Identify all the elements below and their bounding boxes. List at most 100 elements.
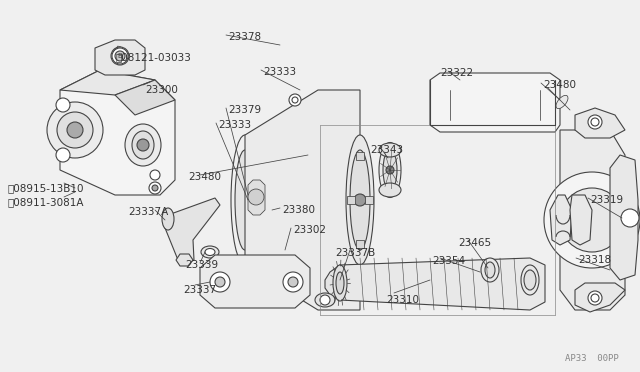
Ellipse shape (379, 183, 401, 197)
Polygon shape (340, 258, 545, 310)
Ellipse shape (346, 135, 374, 265)
Text: 23379: 23379 (228, 105, 261, 115)
Polygon shape (245, 90, 360, 310)
Bar (273, 177, 289, 192)
Text: 23343: 23343 (370, 145, 403, 155)
Circle shape (47, 102, 103, 158)
Polygon shape (575, 108, 625, 138)
Ellipse shape (383, 150, 397, 190)
Circle shape (248, 158, 372, 282)
Text: 23322: 23322 (440, 68, 473, 78)
Polygon shape (200, 255, 310, 308)
Text: 23333: 23333 (263, 67, 296, 77)
Circle shape (215, 277, 225, 287)
Circle shape (560, 188, 624, 252)
Bar (319, 238, 335, 253)
Circle shape (57, 112, 93, 148)
Circle shape (289, 94, 301, 106)
Circle shape (150, 170, 160, 180)
Circle shape (288, 277, 298, 287)
Ellipse shape (125, 124, 161, 166)
Text: B: B (118, 53, 122, 59)
Circle shape (149, 182, 161, 194)
Ellipse shape (201, 246, 219, 258)
Ellipse shape (333, 265, 347, 301)
Circle shape (354, 194, 366, 206)
Text: Ⓑ08121-03033: Ⓑ08121-03033 (115, 52, 191, 62)
Text: 23337A: 23337A (128, 207, 168, 217)
Circle shape (544, 172, 640, 268)
Polygon shape (176, 254, 193, 266)
Ellipse shape (521, 265, 539, 295)
Ellipse shape (162, 208, 174, 230)
Circle shape (56, 148, 70, 162)
Ellipse shape (485, 262, 495, 278)
Circle shape (621, 209, 639, 227)
Circle shape (588, 291, 602, 305)
Circle shape (210, 272, 230, 292)
Polygon shape (270, 130, 360, 295)
Circle shape (292, 202, 328, 238)
Polygon shape (115, 80, 175, 115)
Text: 23300: 23300 (145, 85, 178, 95)
Polygon shape (60, 70, 175, 195)
Text: 23465: 23465 (458, 238, 491, 248)
Polygon shape (550, 195, 572, 245)
Text: 23310: 23310 (386, 295, 419, 305)
Text: 23339: 23339 (185, 260, 218, 270)
Polygon shape (163, 198, 220, 264)
Polygon shape (60, 70, 155, 95)
Text: 23380: 23380 (282, 205, 315, 215)
Ellipse shape (205, 248, 215, 256)
Circle shape (302, 212, 318, 228)
Circle shape (386, 166, 394, 174)
Circle shape (111, 47, 129, 65)
Circle shape (67, 122, 83, 138)
Text: 23319: 23319 (590, 195, 623, 205)
Bar (365, 196, 373, 204)
Ellipse shape (231, 135, 259, 265)
Polygon shape (575, 283, 625, 312)
Ellipse shape (524, 270, 536, 290)
Circle shape (283, 272, 303, 292)
Text: 23333: 23333 (218, 120, 251, 130)
Circle shape (56, 98, 70, 112)
Polygon shape (294, 144, 326, 158)
Ellipse shape (235, 150, 255, 250)
Ellipse shape (315, 293, 335, 307)
Bar (356, 152, 364, 160)
Polygon shape (560, 130, 625, 310)
Text: 23318: 23318 (578, 255, 611, 265)
Circle shape (152, 185, 158, 191)
Text: 23354: 23354 (432, 256, 465, 266)
Circle shape (248, 189, 264, 205)
Circle shape (588, 115, 602, 129)
Polygon shape (95, 40, 145, 75)
Bar (266, 231, 282, 246)
Ellipse shape (379, 143, 401, 157)
Bar (356, 240, 364, 248)
Polygon shape (248, 180, 265, 215)
Ellipse shape (481, 258, 499, 282)
Text: 23337B: 23337B (335, 248, 375, 258)
Text: 23378: 23378 (228, 32, 261, 42)
Text: 23302: 23302 (293, 225, 326, 235)
Ellipse shape (556, 95, 568, 109)
Bar (347, 196, 355, 204)
Bar (326, 184, 342, 199)
Text: Ⓦ08915-13B10: Ⓦ08915-13B10 (8, 183, 84, 193)
Text: 23337: 23337 (183, 285, 216, 295)
Polygon shape (610, 155, 638, 280)
Ellipse shape (350, 150, 370, 250)
Text: AP33  00PP: AP33 00PP (565, 354, 619, 363)
Circle shape (320, 295, 330, 305)
Ellipse shape (379, 142, 401, 198)
Circle shape (115, 51, 125, 61)
Ellipse shape (132, 131, 154, 159)
Circle shape (137, 139, 149, 151)
Ellipse shape (336, 272, 344, 294)
Polygon shape (430, 73, 560, 132)
Text: 23480: 23480 (543, 80, 576, 90)
Polygon shape (570, 195, 592, 245)
Polygon shape (325, 265, 340, 300)
